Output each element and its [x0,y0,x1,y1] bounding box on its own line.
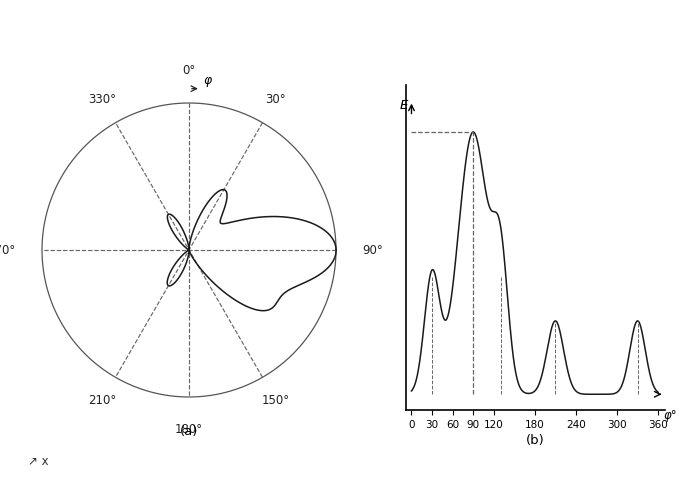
Text: 180°: 180° [175,424,203,436]
Text: (b): (b) [526,434,544,446]
Text: E: E [400,100,408,112]
Text: φ°: φ° [664,408,678,422]
Text: 30°: 30° [265,94,286,106]
Text: ↗ x: ↗ x [28,455,48,468]
Text: 210°: 210° [88,394,116,406]
Text: 330°: 330° [88,94,116,106]
Text: φ: φ [204,74,212,87]
Text: 0°: 0° [183,64,195,76]
Text: 150°: 150° [262,394,290,406]
Text: 90°: 90° [363,244,383,256]
Text: 270°: 270° [0,244,15,256]
Text: (a): (a) [180,426,198,438]
